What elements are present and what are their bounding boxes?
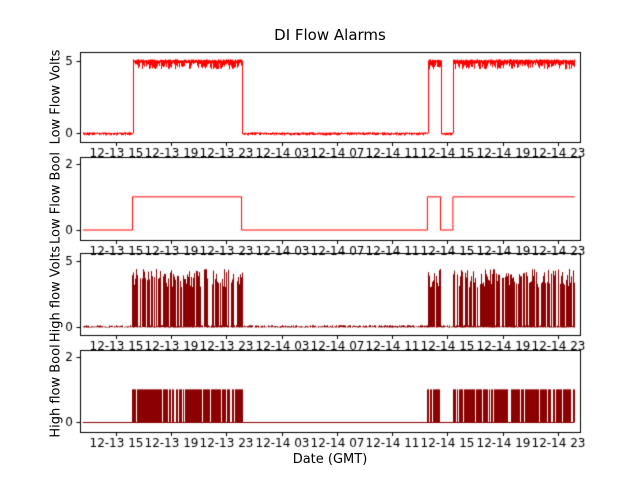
ylabel-low-flow-bool: Low Flow Bool (48, 152, 64, 244)
xlabel-date-gmt: Date (GMT) (292, 452, 368, 467)
ylabel-low-flow-volts: Low Flow Volts (48, 49, 64, 145)
chart-title: DI Flow Alarms (274, 26, 386, 44)
ylabel-high-flow-volts: High flow Volts (48, 245, 64, 343)
ylabel-high-flow-bool: High flow Bool (48, 344, 64, 438)
